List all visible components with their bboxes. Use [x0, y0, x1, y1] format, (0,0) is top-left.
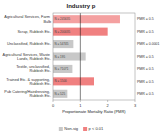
category-label: Agricultural Services, Farm Bulb — [4, 15, 51, 23]
right-label: PMR = 0.5 — [137, 67, 154, 71]
right-label: PMR = 0.5 — [137, 92, 154, 96]
bar — [53, 65, 72, 73]
right-label: PMR = 0.0001 — [137, 42, 160, 46]
legend-swatch — [59, 127, 63, 131]
category-label: Unclassified, Rubbish Etc. — [7, 42, 51, 46]
bar-label: N = 525 — [55, 92, 66, 96]
bar — [53, 90, 67, 98]
right-label: PMR = 0.5 — [137, 55, 154, 59]
right-label: PMR = 0.5 — [137, 80, 154, 84]
category-labels: Agricultural Services, Farm Bulb Scrap, R… — [3, 15, 51, 98]
x-axis: 0 1 2 3 — [52, 100, 137, 108]
chart: Industry p Agricultural Services, Farm Bu… — [0, 0, 162, 135]
category-label-line: Lands, Rubbish Etc. — [17, 57, 51, 61]
title: Industry p — [66, 3, 95, 9]
reference-line — [80, 13, 81, 100]
category-label-line: Rubbish Etc. — [29, 94, 51, 98]
bar — [53, 52, 86, 60]
legend-label: Non-sig — [64, 126, 78, 131]
legend-swatch — [83, 127, 87, 131]
bar-label: N = 54745 — [55, 42, 69, 46]
category-label: Trained Etc. & supporting, Rubbish Etc. — [6, 78, 51, 86]
bar — [53, 15, 120, 23]
bar-label: N = 195 — [55, 55, 66, 59]
x-tick-label: 3 — [134, 103, 137, 108]
category-label-line: Unclassified, Rubbish Etc. — [7, 42, 51, 46]
x-tick-label: 1 — [79, 103, 82, 108]
right-labels: PMR = 0.5 PMR = 0.5 PMR = 0.0001 PMR = 0.5 P… — [137, 17, 160, 96]
bar-labels: N = 245635 N = 200035 N = 54745 N = 195 N = … — [55, 17, 71, 96]
bar-label: N = 245635 — [55, 17, 71, 21]
category-label: Textile, unclassified, Rubbish Etc. — [16, 65, 51, 73]
right-label: PMR = 0.5 — [137, 30, 154, 34]
bars — [53, 13, 120, 100]
bar — [53, 40, 73, 48]
category-label: Pub Catering/Hairdressing, Rubbish Etc. — [4, 90, 51, 98]
legend-label: p < 0.01 — [89, 126, 104, 131]
right-label: PMR = 0.5 — [137, 17, 154, 21]
plot-frame — [53, 13, 135, 100]
category-label: Agricultural Services, Waste Lands, Rubb… — [3, 53, 51, 61]
bar-label: N = 200035 — [55, 30, 71, 34]
category-label: Scrap, Rubbish Etc. — [17, 30, 51, 34]
bar — [53, 77, 94, 85]
category-label-line: Bulb — [43, 20, 51, 24]
legend: Non-sig p < 0.01 — [59, 126, 104, 131]
x-tick-label: 0 — [52, 103, 55, 108]
x-tick-label: 2 — [107, 103, 110, 108]
category-label-line: Scrap, Rubbish Etc. — [17, 30, 51, 34]
category-label-line: Rubbish Etc. — [29, 82, 51, 86]
bar-label: N = 71071 — [55, 67, 69, 71]
x-axis-label: Proportionate Mortality Ratio (PMR) — [62, 109, 126, 114]
category-label-line: Rubbish Etc. — [29, 69, 51, 73]
bar-label: N = 1500 — [55, 79, 68, 83]
